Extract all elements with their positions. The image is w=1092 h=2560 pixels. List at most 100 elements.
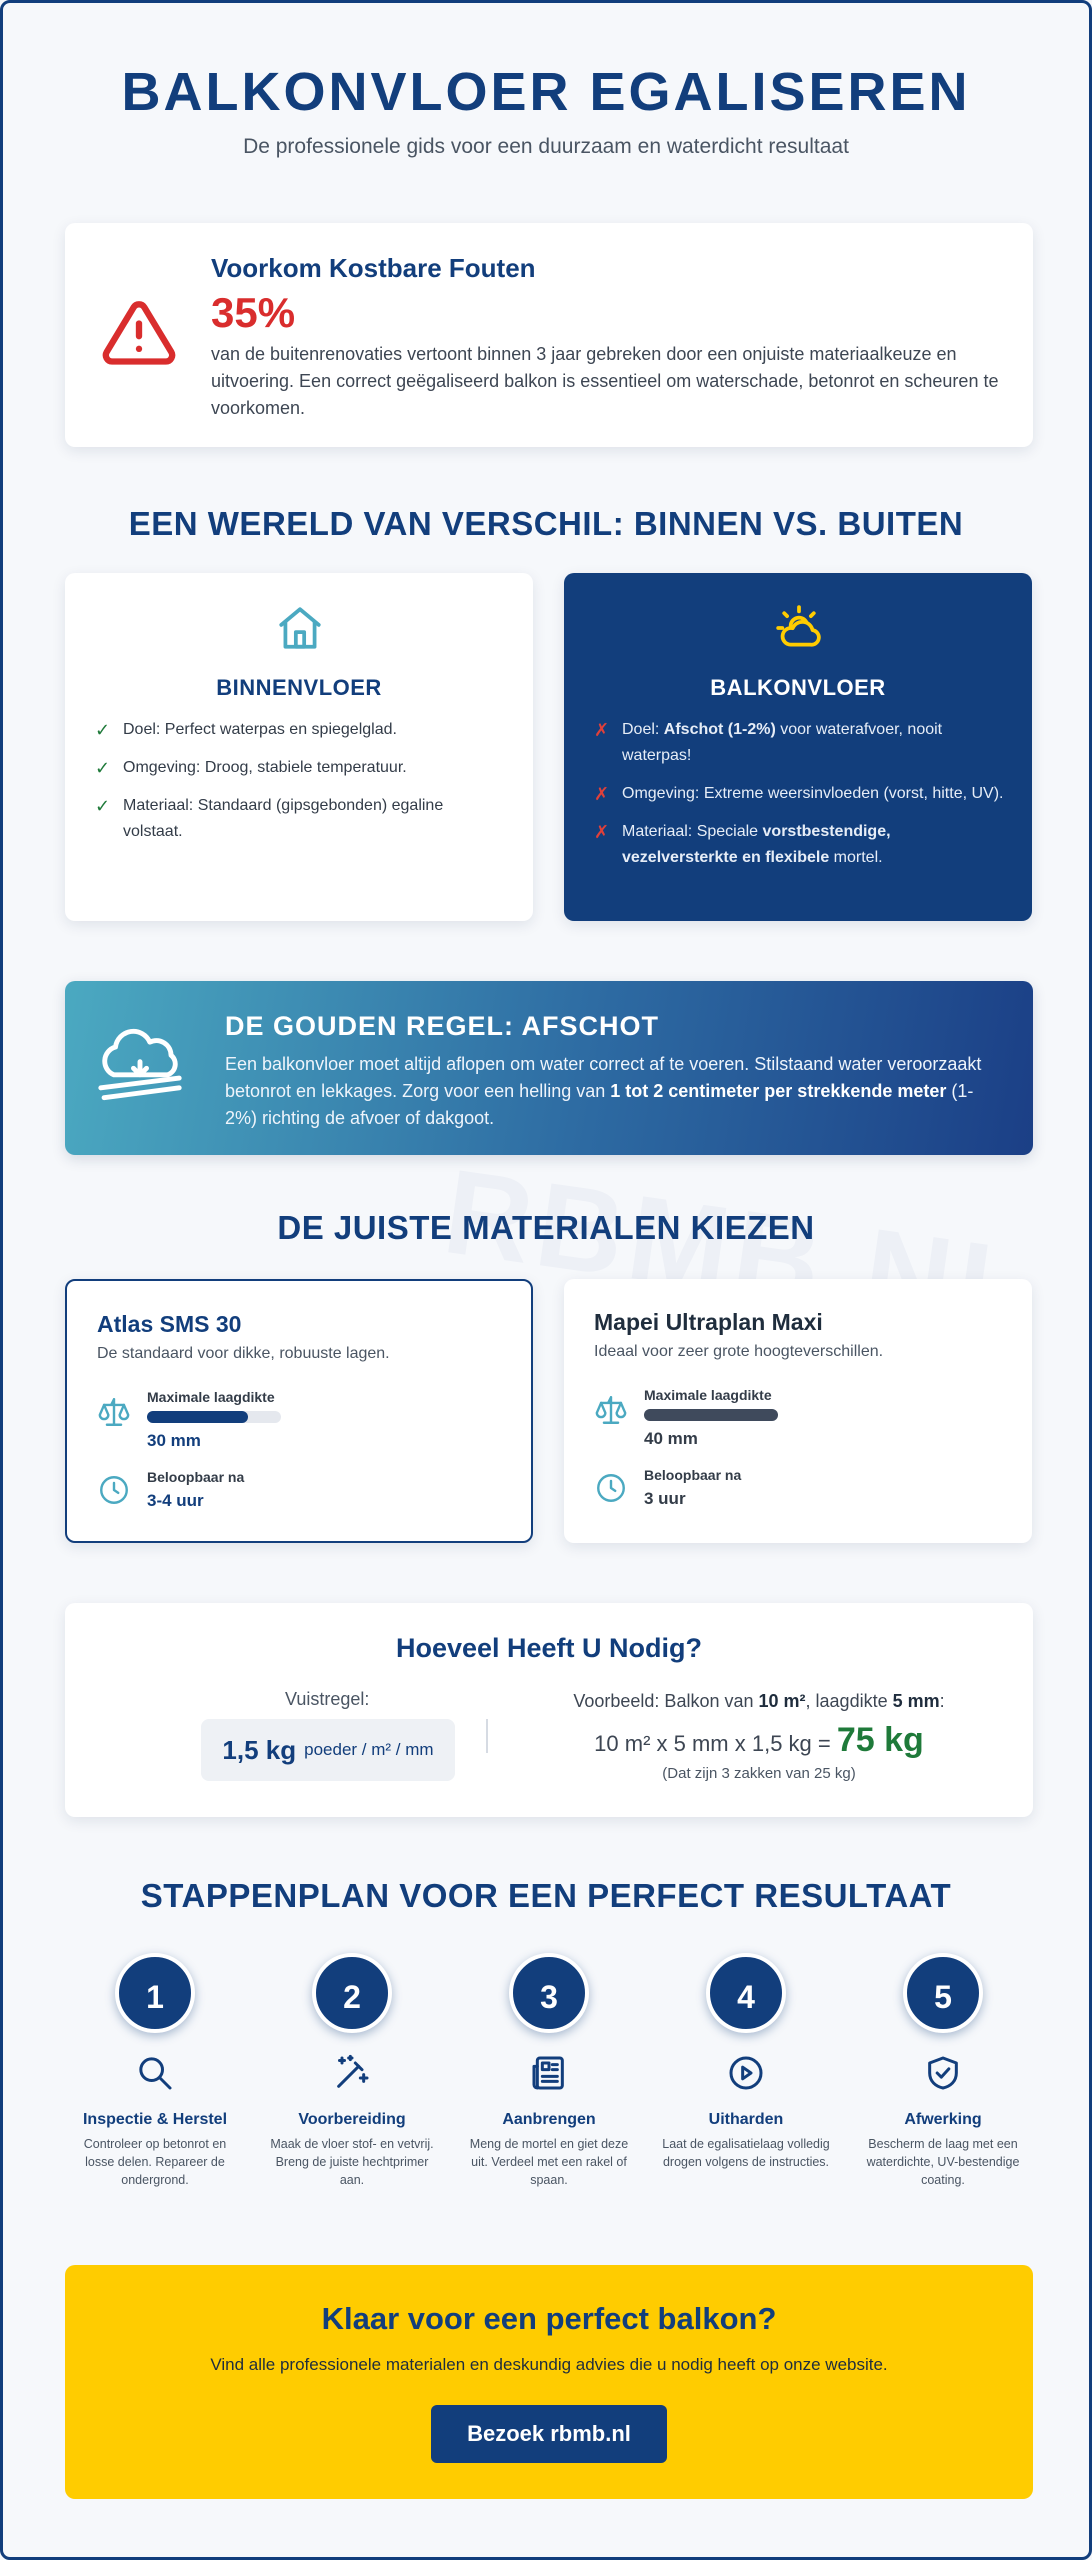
step-title: Voorbereiding bbox=[298, 2111, 406, 2128]
list-item: ✓ Omgeving: Droog, stabiele temperatuur. bbox=[95, 755, 505, 781]
walkable-value: 3-4 uur bbox=[147, 1491, 204, 1510]
golden-rule-text: Een balkonvloer moet altijd aflopen om w… bbox=[225, 1051, 1005, 1132]
cloud-rain-icon bbox=[98, 1028, 182, 1101]
visit-website-button[interactable]: Bezoek rbmb.nl bbox=[431, 2405, 667, 2463]
step-5: 5 Afwerking Bescherm de laag met een wat… bbox=[853, 1953, 1033, 2189]
walkable-value: 3 uur bbox=[644, 1489, 686, 1508]
alert-triangle-icon bbox=[102, 301, 176, 365]
warning-title: Voorkom Kostbare Fouten bbox=[211, 253, 536, 283]
balcony-item-pre: Omgeving: Extreme weersinvloeden (vorst,… bbox=[622, 785, 1004, 802]
golden-rule-text-post: (1-2%) richting de afvoer of dakgoot. bbox=[225, 1081, 974, 1128]
check-icon: ✓ bbox=[95, 796, 111, 816]
rule-unit: poeder / m² / mm bbox=[304, 1740, 434, 1759]
example-area: 10 m² bbox=[758, 1691, 806, 1711]
balcony-list: ✗ Doel: Afschot (1-2%) voor waterafvoer, … bbox=[594, 717, 1004, 883]
indoor-item-text: Doel: Perfect waterpas en spiegelglad. bbox=[123, 721, 397, 738]
material-card-atlas: Atlas SMS 30 De standaard voor dikke, ro… bbox=[65, 1279, 533, 1543]
cta-banner: Klaar voor een perfect balkon? Vind alle… bbox=[65, 2265, 1033, 2499]
list-item: ✗ Doel: Afschot (1-2%) voor waterafvoer, … bbox=[594, 717, 1004, 769]
example-mid: , laagdikte bbox=[805, 1691, 893, 1711]
indoor-item-text: Omgeving: Droog, stabiele temperatuur. bbox=[123, 759, 407, 776]
material-name: Atlas SMS 30 bbox=[97, 1311, 242, 1337]
shield-check-icon bbox=[928, 2056, 958, 2090]
cta-text: Vind alle professionele materialen en de… bbox=[210, 2355, 888, 2374]
example-post: : bbox=[939, 1691, 945, 1711]
walkable-label: Beloopbaar na bbox=[147, 1469, 245, 1485]
list-item: ✓ Materiaal: Standaard (gipsgebonden) ega… bbox=[95, 793, 505, 845]
balcony-item-bold: vorstbestendige, vezelversterkte en flex… bbox=[622, 823, 891, 866]
cross-icon: ✗ bbox=[594, 784, 610, 804]
comparison-title: EEN WERELD VAN VERSCHIL: BINNEN VS. BUIT… bbox=[128, 505, 964, 542]
example-pre: Voorbeeld: Balkon van bbox=[573, 1691, 759, 1711]
step-number: 4 bbox=[706, 1953, 786, 2033]
balcony-item-post: voor waterafvoer, nooit waterpas! bbox=[622, 721, 943, 764]
walkable-label: Beloopbaar na bbox=[644, 1467, 742, 1483]
thickness-value: 40 mm bbox=[644, 1429, 698, 1448]
material-desc: Ideaal voor zeer grote hoogteverschillen… bbox=[594, 1343, 884, 1360]
step-desc: Meng de mortel en giet deze uit. Verdeel… bbox=[469, 2137, 629, 2187]
golden-rule-text-pre: Een balkonvloer moet altijd aflopen om w… bbox=[225, 1054, 982, 1101]
step-4: 4 Uitharden Laat de egalisatielaag volle… bbox=[656, 1953, 836, 2171]
clock-icon bbox=[100, 1476, 128, 1504]
step-number: 1 bbox=[115, 1953, 195, 2033]
balcony-item-pre: Materiaal: Speciale bbox=[622, 823, 763, 840]
step-desc: Maak de vloer stof- en vetvrij. Breng de… bbox=[270, 2137, 434, 2187]
calculator-card: Hoeveel Heeft U Nodig? Vuistregel: 1,5 k… bbox=[65, 1603, 1033, 1817]
example-thickness: 5 mm bbox=[892, 1691, 940, 1711]
formula-result: 75 kg bbox=[836, 1721, 924, 1759]
warning-text: van de buitenrenovaties vertoont binnen … bbox=[211, 344, 999, 418]
list-item: ✗ Omgeving: Extreme weersinvloeden (vorst… bbox=[594, 781, 1004, 807]
warning-stat: 35% bbox=[211, 289, 296, 336]
balcony-card: BALKONVLOER ✗ Doel: Afschot (1-2%) voor w… bbox=[564, 573, 1032, 921]
step-number: 3 bbox=[509, 1953, 589, 2033]
materials-title: DE JUISTE MATERIALEN KIEZEN bbox=[277, 1209, 815, 1246]
sparkles-wand-icon bbox=[337, 2054, 369, 2088]
thickness-bar bbox=[644, 1409, 778, 1421]
step-desc: Laat de egalisatielaag volledig drogen v… bbox=[662, 2137, 830, 2169]
divider bbox=[486, 1719, 488, 1753]
thickness-bar-fill bbox=[644, 1409, 778, 1421]
golden-rule-banner: DE GOUDEN REGEL: AFSCHOT Een balkonvloer… bbox=[65, 981, 1033, 1155]
newspaper-icon bbox=[532, 2056, 564, 2090]
step-title: Uitharden bbox=[708, 2111, 784, 2128]
step-desc: Controleer op betonrot en losse delen. R… bbox=[83, 2137, 227, 2187]
search-icon bbox=[139, 2057, 172, 2090]
thickness-bar bbox=[147, 1411, 281, 1423]
step-1: 1 Inspectie & Herstel Controleer op beto… bbox=[65, 1953, 245, 2189]
balcony-title: BALKONVLOER bbox=[710, 675, 886, 700]
step-title: Aanbrengen bbox=[502, 2111, 596, 2128]
material-desc: De standaard voor dikke, robuuste lagen. bbox=[97, 1345, 390, 1362]
page-subtitle: De professionele gids voor een duurzaam … bbox=[243, 135, 849, 158]
rule-box: 1,5 kg poeder / m² / mm bbox=[201, 1719, 455, 1781]
check-icon: ✓ bbox=[95, 720, 111, 740]
balcony-item-bold: Afschot (1-2%) bbox=[663, 721, 776, 738]
list-item: ✗ Materiaal: Speciale vorstbestendige, ve… bbox=[594, 819, 1004, 871]
rule-label: Vuistregel: bbox=[285, 1689, 370, 1709]
formula: 10 m² x 5 mm x 1,5 kg = 75 kg bbox=[519, 1721, 999, 1760]
thickness-label: Maximale laagdikte bbox=[147, 1389, 275, 1405]
step-number: 2 bbox=[312, 1953, 392, 2033]
cloud-sun-icon bbox=[776, 605, 821, 647]
step-3: 3 Aanbrengen Meng de mortel en giet deze… bbox=[459, 1953, 639, 2189]
step-2: 2 Voorbereiding Maak de vloer stof- en v… bbox=[262, 1953, 442, 2189]
balcony-item-pre: Doel: bbox=[622, 721, 664, 738]
step-number: 5 bbox=[903, 1953, 983, 2033]
cross-icon: ✗ bbox=[594, 720, 610, 740]
steps-title: STAPPENPLAN VOOR EEN PERFECT RESULTAAT bbox=[140, 1877, 952, 1914]
step-desc: Bescherm de laag met een waterdichte, UV… bbox=[866, 2137, 1020, 2187]
step-title: Afwerking bbox=[904, 2111, 982, 2128]
material-name: Mapei Ultraplan Maxi bbox=[594, 1309, 823, 1335]
indoor-title: BINNENVLOER bbox=[216, 675, 382, 700]
thickness-bar-fill bbox=[147, 1411, 248, 1423]
balcony-item-post: mortel. bbox=[829, 849, 883, 866]
step-title: Inspectie & Herstel bbox=[82, 2111, 228, 2128]
formula-note: (Dat zijn 3 zakken van 25 kg) bbox=[662, 1765, 856, 1782]
formula-text: 10 m² x 5 mm x 1,5 kg = bbox=[594, 1731, 837, 1756]
scale-icon bbox=[595, 1396, 627, 1424]
scale-icon bbox=[98, 1398, 130, 1426]
rule-value: 1,5 kg bbox=[222, 1734, 297, 1765]
page-title: BALKONVLOER EGALISEREN bbox=[121, 62, 971, 122]
indoor-item-text: Materiaal: Standaard (gipsgebonden) egal… bbox=[123, 797, 444, 840]
warning-card: Voorkom Kostbare Fouten 35% van de buite… bbox=[65, 223, 1033, 447]
clock-icon bbox=[597, 1474, 625, 1502]
